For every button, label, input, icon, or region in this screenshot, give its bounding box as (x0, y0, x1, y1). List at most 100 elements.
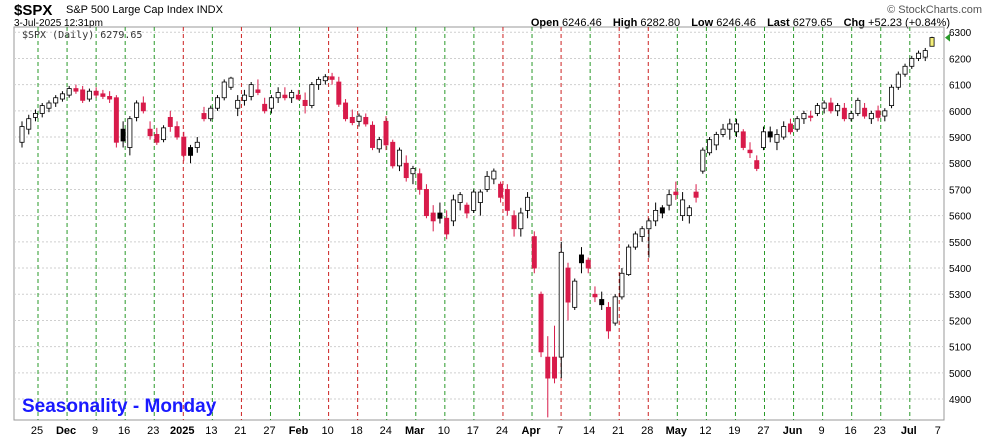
ohlc-readout: Open 6246.46 High 6282.80 Low 6246.46 La… (531, 17, 950, 29)
y-tick-label: 5400 (949, 264, 972, 275)
candle-body (841, 107, 847, 120)
y-tick-label: 4900 (949, 395, 972, 406)
candle-body (228, 77, 234, 88)
candle-body (53, 97, 59, 104)
candle-body (248, 84, 254, 97)
candle-body (289, 92, 295, 99)
candle-body (383, 120, 389, 146)
candle-body (875, 110, 881, 118)
candle-body (666, 194, 672, 206)
y-tick-label: 5600 (949, 212, 972, 223)
candle-body (794, 118, 800, 130)
candle-body (498, 183, 504, 198)
last-label: Last (767, 17, 790, 29)
candle-body (686, 207, 692, 217)
x-tick-label: 13 (205, 425, 217, 437)
candle-body (396, 149, 402, 167)
candle-body (558, 251, 564, 358)
y-tick-label: 6100 (949, 81, 972, 92)
candle-body (848, 113, 854, 120)
candle-body (740, 131, 746, 148)
x-tick-label: 25 (31, 425, 43, 437)
candle-body (693, 191, 699, 198)
brand-watermark: © StockCharts.com (887, 4, 982, 16)
x-tick-label: Jul (901, 425, 917, 437)
seasonality-annotation: Seasonality - Monday (22, 396, 217, 417)
high-label: High (612, 17, 638, 29)
candle-body (619, 272, 625, 298)
x-tick-label: 2025 (170, 425, 194, 437)
candle-body (19, 126, 25, 143)
candle-body (895, 73, 901, 88)
candle-body (659, 207, 665, 214)
x-tick-label: 21 (612, 425, 624, 437)
candle-body (214, 97, 220, 109)
candle-body (329, 76, 335, 80)
candle-body (902, 65, 908, 75)
candle-body (167, 116, 173, 127)
candle-body (471, 191, 477, 211)
candle-body (673, 191, 679, 196)
plot-frame (13, 26, 945, 421)
high-value: 6282.80 (640, 17, 681, 29)
x-tick-label: 17 (467, 425, 479, 437)
candle-body (140, 102, 146, 112)
candle-body (781, 126, 787, 138)
candle-body (801, 113, 807, 120)
candle-body (80, 89, 86, 101)
candle-body (552, 356, 558, 379)
candle-body (585, 259, 591, 269)
candle-body (127, 118, 133, 148)
candle-body (605, 306, 611, 332)
candle-body (646, 220, 652, 230)
candle-body (107, 96, 113, 100)
candle-body (787, 123, 793, 133)
chg-value: +52.23 (+0.84%) (868, 17, 950, 29)
candle-body (538, 293, 544, 353)
candle-body (774, 134, 780, 143)
candle-body (134, 102, 140, 118)
x-tick-label: 18 (351, 425, 363, 437)
candle-body (450, 199, 456, 222)
candle-body (349, 116, 355, 124)
candle-body (188, 147, 194, 156)
candle-body (444, 217, 450, 235)
candle-body (356, 115, 362, 122)
open-label: Open (530, 17, 559, 29)
y-tick-label: 5500 (949, 238, 972, 249)
candle-body (86, 90, 92, 100)
candle-body (208, 107, 214, 120)
x-tick-label: Mar (405, 425, 425, 437)
low-value: 6246.46 (716, 17, 757, 29)
candle-body (882, 110, 888, 117)
x-tick-label: 12 (699, 425, 711, 437)
candle-body (363, 116, 369, 125)
x-tick-label: Feb (289, 425, 309, 437)
candle-body (868, 113, 874, 120)
candle-body (147, 128, 153, 137)
candle-body (46, 102, 52, 109)
candle-body (66, 88, 72, 96)
candle-body (612, 296, 618, 324)
candle-body (322, 76, 328, 82)
candle-body (491, 170, 497, 180)
candle-body (437, 212, 443, 219)
x-tick-label: 27 (263, 425, 275, 437)
candle-body (639, 228, 645, 238)
candle-body (653, 209, 659, 222)
candle-body (73, 88, 79, 92)
candle-body (154, 134, 160, 143)
candle-body (181, 136, 187, 156)
candle-body (113, 97, 119, 143)
candle-body (922, 50, 928, 58)
candle-body (161, 127, 167, 141)
candle-body (423, 189, 429, 217)
x-tick-label: Jun (783, 425, 803, 437)
y-tick-label: 5200 (949, 316, 972, 327)
candle-body (93, 90, 99, 96)
candle-body (120, 128, 126, 142)
candle-body (295, 94, 301, 100)
candle-body (316, 79, 322, 86)
candle-body (26, 118, 32, 130)
candle-body (235, 99, 241, 109)
